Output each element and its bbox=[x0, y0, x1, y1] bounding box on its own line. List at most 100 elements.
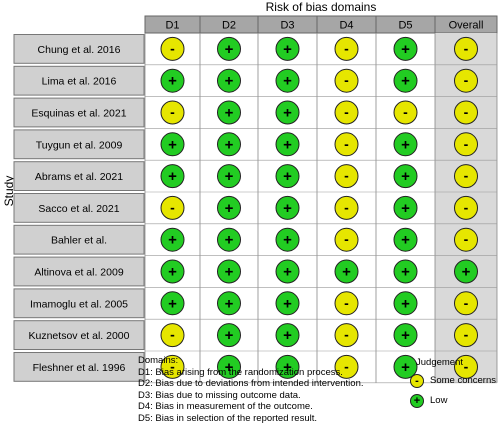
judgement-symbol: + bbox=[225, 200, 234, 217]
study-label-box bbox=[13, 224, 145, 255]
column-header-d1: D1 bbox=[165, 20, 179, 32]
judgement-symbol: + bbox=[283, 168, 292, 185]
judgement-some-marker bbox=[334, 354, 359, 379]
judgement-some-marker bbox=[454, 164, 478, 189]
judgement-symbol: - bbox=[344, 40, 349, 56]
judgement-low-marker bbox=[160, 259, 185, 284]
judgement-symbol: - bbox=[464, 72, 469, 88]
domain-description: D4: Bias in measurement of the outcome. bbox=[138, 401, 313, 413]
study-label-box bbox=[13, 320, 145, 351]
study-label: Esquinas et al. 2021 bbox=[31, 108, 126, 120]
judgement-symbol: - bbox=[170, 327, 175, 343]
judgement-symbol: + bbox=[401, 264, 410, 281]
judgement-symbol: + bbox=[225, 105, 234, 122]
judgement-some-marker bbox=[454, 100, 478, 125]
judgement-symbol: + bbox=[283, 232, 292, 249]
column-header-overall: Overall bbox=[449, 20, 484, 32]
column-header-d3: D3 bbox=[280, 20, 294, 32]
judgement-low-marker bbox=[217, 68, 241, 93]
study-label: Lima et al. 2016 bbox=[42, 76, 117, 88]
judgement-some-marker bbox=[454, 36, 478, 61]
study-label: Kuznetsov et al. 2000 bbox=[29, 330, 130, 342]
judgement-symbol: + bbox=[401, 168, 410, 185]
study-label: Imamoglu et al. 2005 bbox=[30, 298, 128, 310]
judgement-symbol: + bbox=[168, 168, 177, 185]
judgement-low-marker bbox=[217, 323, 241, 348]
column-header-d4: D4 bbox=[339, 20, 353, 32]
judgement-symbol: + bbox=[168, 295, 177, 312]
study-label-box bbox=[13, 65, 145, 96]
judgement-low-marker bbox=[393, 195, 418, 220]
judgement-symbol: - bbox=[344, 358, 349, 374]
judgement-some-marker bbox=[160, 354, 185, 379]
judgement-symbol: - bbox=[170, 104, 175, 120]
judgement-low-marker bbox=[275, 36, 300, 61]
judgement-symbol: + bbox=[225, 73, 234, 90]
judgement-low-marker bbox=[275, 195, 300, 220]
low-risk-icon: + bbox=[410, 394, 424, 408]
judgement-low-marker bbox=[393, 259, 418, 284]
study-label: Abrams et al. 2021 bbox=[35, 171, 123, 183]
column-header-d2: D2 bbox=[222, 20, 236, 32]
judgement-symbol: - bbox=[344, 104, 349, 120]
study-label: Bahler et al. bbox=[51, 235, 107, 247]
judgement-some-marker bbox=[160, 36, 185, 61]
column-header-d5: D5 bbox=[398, 20, 412, 32]
judgement-symbol: - bbox=[464, 104, 469, 120]
study-label-box bbox=[13, 352, 145, 382]
judgement-legend: Judgement - Some concerns + Low bbox=[408, 357, 500, 417]
judgement-low-marker bbox=[393, 291, 418, 316]
judgement-symbol: + bbox=[168, 73, 177, 90]
judgement-symbol: - bbox=[344, 231, 349, 247]
judgement-low-marker bbox=[217, 132, 241, 157]
judgement-low-marker bbox=[393, 227, 418, 252]
judgement-symbol: - bbox=[464, 327, 469, 343]
judgement-low-marker bbox=[275, 164, 300, 189]
judgement-symbol: + bbox=[283, 136, 292, 153]
judgement-some-marker bbox=[160, 100, 185, 125]
chart-title: Risk of bias domains bbox=[266, 0, 377, 14]
legend-label-low: Low bbox=[430, 395, 448, 406]
judgement-low-marker bbox=[217, 227, 241, 252]
judgement-symbol: + bbox=[225, 327, 234, 344]
judgement-low-marker bbox=[275, 354, 300, 379]
judgement-symbol: + bbox=[283, 73, 292, 90]
judgement-low-marker bbox=[334, 259, 359, 284]
judgement-symbol: - bbox=[170, 358, 175, 374]
judgement-symbol: + bbox=[225, 168, 234, 185]
judgement-low-marker bbox=[160, 227, 185, 252]
judgement-some-marker bbox=[454, 323, 478, 348]
judgement-low-marker bbox=[393, 68, 418, 93]
judgement-symbol: + bbox=[225, 232, 234, 249]
judgement-symbol: + bbox=[283, 295, 292, 312]
judgement-symbol: + bbox=[401, 41, 410, 58]
judgement-legend-title: Judgement bbox=[416, 357, 464, 368]
judgement-symbol: + bbox=[283, 264, 292, 281]
judgement-low-marker bbox=[160, 291, 185, 316]
judgement-some-marker bbox=[334, 164, 359, 189]
judgement-low-marker bbox=[275, 227, 300, 252]
judgement-some-marker bbox=[334, 132, 359, 157]
domain-description: D2: Bias due to deviations from intended… bbox=[138, 378, 364, 390]
judgement-low-marker bbox=[160, 68, 185, 93]
judgement-symbol: + bbox=[283, 41, 292, 58]
judgement-symbol: - bbox=[403, 104, 408, 120]
judgement-some-marker bbox=[454, 195, 478, 220]
domains-legend-title: Domains: bbox=[138, 355, 179, 366]
legend-label-some-concerns: Some concerns bbox=[430, 375, 497, 386]
judgement-symbol: + bbox=[401, 327, 410, 344]
judgement-some-marker bbox=[334, 323, 359, 348]
judgement-low-marker bbox=[275, 259, 300, 284]
judgement-symbol: - bbox=[344, 72, 349, 88]
judgement-symbol: + bbox=[401, 200, 410, 217]
study-label-box bbox=[13, 256, 145, 287]
judgement-low-marker bbox=[393, 132, 418, 157]
judgement-grid: D1 D2 D3 D4 D5 Overall Chung et al. 2016 - + + - + -… bbox=[13, 15, 498, 384]
judgement-some-marker bbox=[334, 291, 359, 316]
judgement-low-marker bbox=[275, 291, 300, 316]
domain-description: D5: Bias in selection of the reported re… bbox=[138, 412, 318, 424]
domains-legend: Domains: D1: Bias arising from the rando… bbox=[138, 355, 364, 425]
judgement-low-marker bbox=[217, 100, 241, 125]
judgement-symbol: + bbox=[168, 136, 177, 153]
